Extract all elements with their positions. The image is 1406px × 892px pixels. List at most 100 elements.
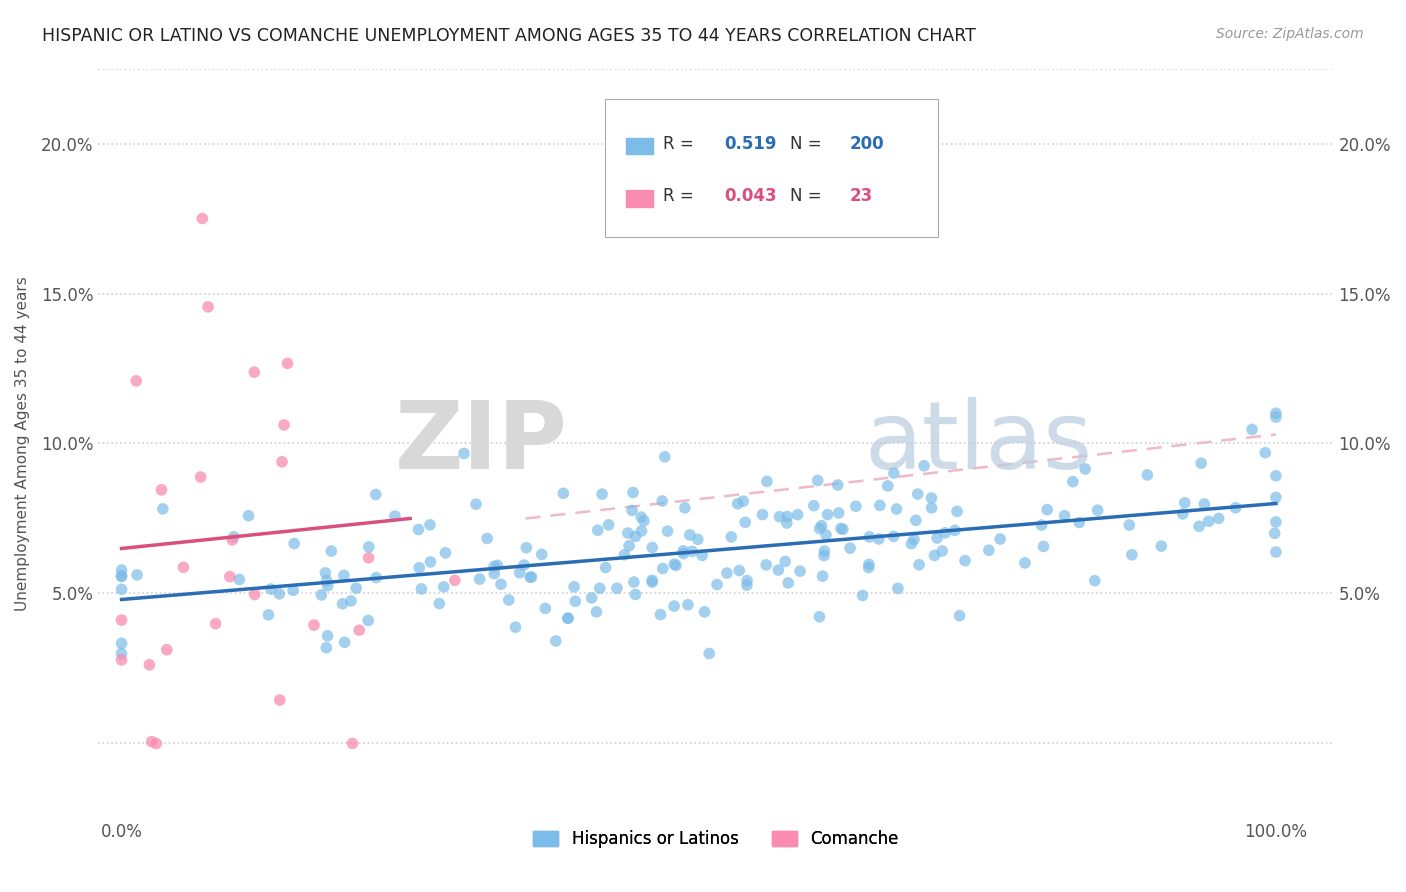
Point <box>832 522 855 536</box>
Point <box>419 555 441 569</box>
Point <box>419 517 441 532</box>
Point <box>924 549 946 563</box>
Point <box>486 558 509 573</box>
Point <box>433 580 456 594</box>
Point <box>808 522 831 536</box>
Point <box>276 356 298 370</box>
Point <box>453 446 475 460</box>
Point <box>243 365 266 379</box>
Text: 0.043: 0.043 <box>724 187 778 205</box>
Point <box>150 483 173 497</box>
Point <box>364 487 387 501</box>
Point <box>110 582 132 597</box>
Point <box>349 623 371 637</box>
Point <box>366 571 388 585</box>
Point <box>903 533 925 547</box>
Point <box>1264 491 1286 505</box>
Point <box>520 570 543 584</box>
Point <box>269 693 291 707</box>
Point <box>586 523 609 537</box>
Point <box>1150 539 1173 553</box>
Point <box>679 528 702 542</box>
Point <box>813 544 835 558</box>
Point <box>1189 456 1212 470</box>
Point <box>273 417 295 432</box>
Point <box>427 597 450 611</box>
Point <box>332 597 354 611</box>
Point <box>1036 502 1059 516</box>
Point <box>509 566 531 580</box>
Point <box>845 499 868 513</box>
Point <box>690 549 713 563</box>
Point <box>755 475 778 489</box>
Point <box>813 549 835 563</box>
Point <box>828 506 851 520</box>
Point <box>191 211 214 226</box>
Text: Source: ZipAtlas.com: Source: ZipAtlas.com <box>1216 27 1364 41</box>
Point <box>734 516 756 530</box>
Point <box>314 566 336 580</box>
Point <box>1053 508 1076 523</box>
Point <box>657 524 679 538</box>
Point <box>858 560 880 574</box>
Point <box>1188 519 1211 533</box>
Point <box>519 570 541 584</box>
Point <box>789 564 811 578</box>
Point <box>706 577 728 591</box>
Text: HISPANIC OR LATINO VS COMANCHE UNEMPLOYMENT AMONG AGES 35 TO 44 YEARS CORRELATIO: HISPANIC OR LATINO VS COMANCHE UNEMPLOYM… <box>42 27 976 45</box>
Point <box>1240 422 1263 436</box>
Point <box>475 532 498 546</box>
Point <box>811 569 834 583</box>
Point <box>641 541 664 555</box>
Point <box>617 526 640 541</box>
Point <box>110 563 132 577</box>
Point <box>858 530 880 544</box>
Point <box>630 524 652 538</box>
Point <box>851 589 873 603</box>
Point <box>1062 475 1084 489</box>
Point <box>585 605 607 619</box>
Text: 200: 200 <box>849 135 884 153</box>
Point <box>931 544 953 558</box>
Point <box>934 525 956 540</box>
Point <box>557 611 579 625</box>
Point <box>673 500 696 515</box>
Point <box>814 528 837 542</box>
Point <box>672 544 695 558</box>
Point <box>489 577 512 591</box>
Point <box>810 518 832 533</box>
Point <box>735 578 758 592</box>
Point <box>408 560 430 574</box>
Point <box>1194 497 1216 511</box>
Point <box>735 574 758 588</box>
Point <box>218 569 240 583</box>
Point <box>1225 500 1247 515</box>
Point <box>1171 507 1194 521</box>
Point <box>141 734 163 748</box>
Point <box>1074 462 1097 476</box>
Point <box>156 642 179 657</box>
Point <box>776 516 799 530</box>
FancyBboxPatch shape <box>605 98 938 237</box>
Point <box>357 550 380 565</box>
Point <box>1069 516 1091 530</box>
Y-axis label: Unemployment Among Ages 35 to 44 years: Unemployment Among Ages 35 to 44 years <box>15 277 30 611</box>
Point <box>302 618 325 632</box>
Point <box>977 543 1000 558</box>
Point <box>650 607 672 622</box>
Point <box>1264 545 1286 559</box>
Point <box>534 601 557 615</box>
Point <box>1264 515 1286 529</box>
Point <box>921 500 943 515</box>
Point <box>624 587 647 601</box>
Point <box>238 508 260 523</box>
Point <box>204 616 226 631</box>
Point <box>773 554 796 568</box>
Text: N =: N = <box>790 135 821 153</box>
Point <box>621 503 644 517</box>
Point <box>544 634 567 648</box>
Point <box>716 566 738 580</box>
Point <box>172 560 194 574</box>
Point <box>662 599 685 613</box>
Point <box>110 647 132 661</box>
